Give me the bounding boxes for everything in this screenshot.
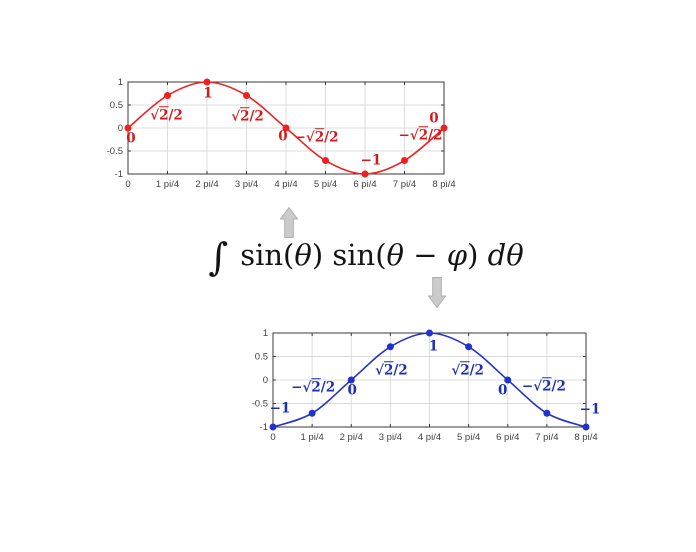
integral-sign: ∫: [208, 235, 241, 279]
y-tick-label: 0: [118, 123, 123, 134]
x-tick-label: 8 pi/4: [574, 432, 597, 443]
data-point-value-label: √2/2: [451, 362, 484, 379]
integral-formula: ∫ sin(θ) sin(θ − φ) dθ: [200, 229, 532, 281]
y-tick-label: -1: [260, 422, 268, 433]
x-tick-label: 5 pi/4: [314, 179, 337, 190]
data-point-value-label: −√2/2: [521, 378, 566, 395]
data-point-value-label: √2/2: [375, 362, 408, 379]
y-tick-label: 1: [118, 77, 123, 88]
data-point-value-label: 0: [498, 382, 508, 399]
data-point-value-label: 1: [428, 338, 439, 355]
y-tick-label: 1: [263, 328, 268, 339]
x-tick-label: 4 pi/4: [418, 432, 441, 443]
up-arrow-icon: [279, 206, 299, 238]
sin-function: sin(: [240, 238, 295, 272]
data-point-value-label: √2/2: [231, 108, 264, 125]
minus-sign: −: [404, 238, 447, 272]
x-tick-label: 7 pi/4: [535, 432, 558, 443]
sin-theta-chart: 0 1 pi/4 2 pi/4 3 pi/4 4 pi/4 5 pi/4 6 pi/4 7 p…: [104, 66, 476, 196]
x-tick-label: 1 pi/4: [156, 179, 179, 190]
sin-theta-minus-phi-chart: 0 1 pi/4 2 pi/4 3 pi/4 4 pi/4 5 pi/4 6 pi/4 7 p…: [249, 316, 621, 448]
y-tick-label: -1: [115, 169, 123, 180]
x-tick-label: 7 pi/4: [393, 179, 416, 190]
sin-function: sin(: [332, 238, 387, 272]
data-point-value-label: −√2/2: [398, 126, 443, 143]
y-tick-label: 0: [263, 375, 268, 386]
x-tick-label: 6 pi/4: [496, 432, 519, 443]
theta-symbol: θ: [386, 238, 405, 272]
x-tick-label: 3 pi/4: [235, 179, 258, 190]
x-tick-label: 4 pi/4: [274, 179, 297, 190]
data-point-value-label: 0: [347, 382, 357, 399]
y-tick-label: 0.5: [255, 352, 268, 363]
data-point-value-label: √2/2: [150, 107, 183, 124]
paren: ): [467, 238, 488, 272]
theta-symbol: θ: [294, 238, 312, 272]
phi-symbol: φ: [446, 238, 468, 272]
data-point-value-label: −1: [360, 152, 382, 169]
x-tick-label: 2 pi/4: [340, 432, 363, 443]
data-point-value-label: −√2/2: [294, 128, 339, 145]
data-point-value-label: −1: [579, 401, 601, 418]
data-point-value-label: −√2/2: [291, 379, 336, 396]
x-tick-label: 1 pi/4: [301, 432, 324, 443]
y-tick-label: 0.5: [110, 100, 123, 111]
x-tick-label: 8 pi/4: [432, 179, 455, 190]
down-arrow-icon: [427, 277, 447, 309]
data-point-value-label: −1: [269, 400, 291, 417]
y-tick-label: -0.5: [252, 399, 268, 410]
data-point-value-label: 0: [278, 128, 288, 145]
d-theta: dθ: [487, 238, 524, 272]
x-tick-label: 0: [125, 179, 130, 190]
data-point-value-label: 1: [203, 85, 213, 102]
data-point-value-label: 0: [126, 130, 136, 147]
paren: ): [311, 238, 333, 272]
x-tick-label: 6 pi/4: [353, 179, 376, 190]
data-point-value-label: 0: [429, 110, 439, 127]
x-tick-label: 3 pi/4: [379, 432, 402, 443]
x-tick-label: 5 pi/4: [457, 432, 480, 443]
x-tick-label: 2 pi/4: [195, 179, 218, 190]
y-tick-label: -0.5: [107, 146, 123, 157]
x-tick-label: 0: [270, 432, 275, 443]
